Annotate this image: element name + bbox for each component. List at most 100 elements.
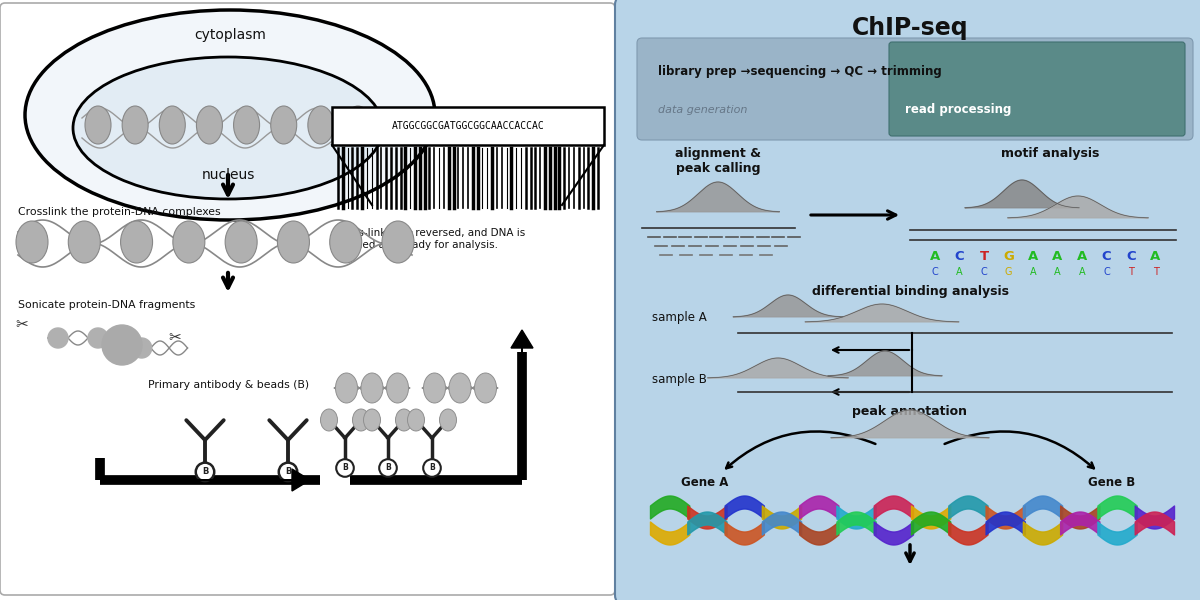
Circle shape <box>379 459 397 477</box>
Text: ChIP-seq: ChIP-seq <box>852 16 968 40</box>
Text: C: C <box>955 250 965 263</box>
Circle shape <box>102 325 142 365</box>
Ellipse shape <box>197 106 222 144</box>
Circle shape <box>424 459 440 477</box>
FancyArrow shape <box>100 469 310 491</box>
Text: B: B <box>430 463 434 473</box>
Text: G: G <box>1004 267 1013 277</box>
Text: ATGGCGGCGATGGCGGCAACCACCAC: ATGGCGGCGATGGCGGCAACCACCAC <box>391 121 545 131</box>
Text: sample A: sample A <box>652 311 707 325</box>
Polygon shape <box>708 358 848 378</box>
FancyBboxPatch shape <box>0 3 616 595</box>
FancyArrow shape <box>511 330 533 352</box>
Ellipse shape <box>277 221 310 263</box>
Text: C: C <box>931 267 938 277</box>
Text: A: A <box>1054 267 1061 277</box>
Ellipse shape <box>120 221 152 263</box>
Circle shape <box>48 328 68 348</box>
Ellipse shape <box>330 221 361 263</box>
Text: A: A <box>1079 267 1085 277</box>
Text: A: A <box>956 267 962 277</box>
Text: A: A <box>930 250 940 263</box>
Circle shape <box>278 463 298 481</box>
FancyBboxPatch shape <box>637 38 1193 140</box>
Ellipse shape <box>336 373 358 403</box>
Ellipse shape <box>353 409 370 431</box>
Text: ✂: ✂ <box>169 331 181 346</box>
Text: nucleus: nucleus <box>202 168 254 182</box>
Polygon shape <box>1008 196 1148 218</box>
Text: peak annotation: peak annotation <box>852 406 967 419</box>
Text: B: B <box>284 467 292 476</box>
Text: C: C <box>980 267 988 277</box>
Text: alignment &
peak calling: alignment & peak calling <box>674 147 761 175</box>
Circle shape <box>88 328 108 348</box>
Polygon shape <box>733 295 842 317</box>
Circle shape <box>196 463 215 481</box>
Circle shape <box>132 338 151 358</box>
Ellipse shape <box>308 106 334 144</box>
Text: A: A <box>1151 250 1160 263</box>
Ellipse shape <box>173 221 205 263</box>
Text: sample B: sample B <box>652 373 707 386</box>
Circle shape <box>336 459 354 477</box>
Ellipse shape <box>396 409 413 431</box>
Text: A: A <box>1076 250 1087 263</box>
Text: Sonicate protein-DNA fragments: Sonicate protein-DNA fragments <box>18 300 196 310</box>
Text: C: C <box>1102 250 1111 263</box>
Ellipse shape <box>439 409 456 431</box>
Text: differential binding analysis: differential binding analysis <box>811 286 1008 298</box>
Text: T: T <box>1152 267 1158 277</box>
Polygon shape <box>656 182 780 212</box>
Ellipse shape <box>364 409 380 431</box>
Text: Crosslink the protein-DNA complexes: Crosslink the protein-DNA complexes <box>18 207 221 217</box>
Text: motif analysis: motif analysis <box>1001 147 1099 160</box>
Text: C: C <box>1103 267 1110 277</box>
Ellipse shape <box>160 106 185 144</box>
Ellipse shape <box>382 221 414 263</box>
Text: ✂: ✂ <box>16 317 29 332</box>
Ellipse shape <box>449 373 470 403</box>
Ellipse shape <box>346 106 371 144</box>
Ellipse shape <box>73 57 383 199</box>
Text: cytoplasm: cytoplasm <box>194 28 266 42</box>
Text: B: B <box>342 463 348 473</box>
FancyBboxPatch shape <box>889 42 1186 136</box>
Text: read processing: read processing <box>905 103 1012 116</box>
Ellipse shape <box>68 221 101 263</box>
Ellipse shape <box>386 373 408 403</box>
Polygon shape <box>830 410 989 438</box>
Text: A: A <box>1028 250 1038 263</box>
Ellipse shape <box>25 10 434 220</box>
Ellipse shape <box>226 221 257 263</box>
Text: library prep →sequencing → QC → trimming: library prep →sequencing → QC → trimming <box>658 65 942 79</box>
Text: Primary antibody & beads (B): Primary antibody & beads (B) <box>148 380 310 390</box>
Text: T: T <box>979 250 989 263</box>
FancyBboxPatch shape <box>332 107 604 145</box>
Ellipse shape <box>234 106 259 144</box>
Text: data generation: data generation <box>658 105 748 115</box>
Ellipse shape <box>408 409 425 431</box>
Text: Gene B: Gene B <box>1088 475 1135 488</box>
Ellipse shape <box>85 106 112 144</box>
Ellipse shape <box>122 106 148 144</box>
Text: C: C <box>1126 250 1136 263</box>
Text: G: G <box>1003 250 1014 263</box>
Ellipse shape <box>320 409 337 431</box>
Text: Gene A: Gene A <box>682 475 728 488</box>
Ellipse shape <box>361 373 383 403</box>
Text: T: T <box>1128 267 1134 277</box>
FancyBboxPatch shape <box>616 0 1200 600</box>
Text: A: A <box>1030 267 1037 277</box>
Ellipse shape <box>424 373 445 403</box>
Text: B: B <box>385 463 391 473</box>
Polygon shape <box>828 351 942 376</box>
Ellipse shape <box>16 221 48 263</box>
Text: A: A <box>1052 250 1063 263</box>
Text: B: B <box>202 467 208 476</box>
Polygon shape <box>805 304 959 322</box>
Ellipse shape <box>474 373 497 403</box>
Polygon shape <box>965 180 1079 208</box>
Ellipse shape <box>271 106 296 144</box>
Text: Cross-links are reversed, and DNA is
purified and ready for analysis.: Cross-links are reversed, and DNA is pur… <box>335 228 526 250</box>
